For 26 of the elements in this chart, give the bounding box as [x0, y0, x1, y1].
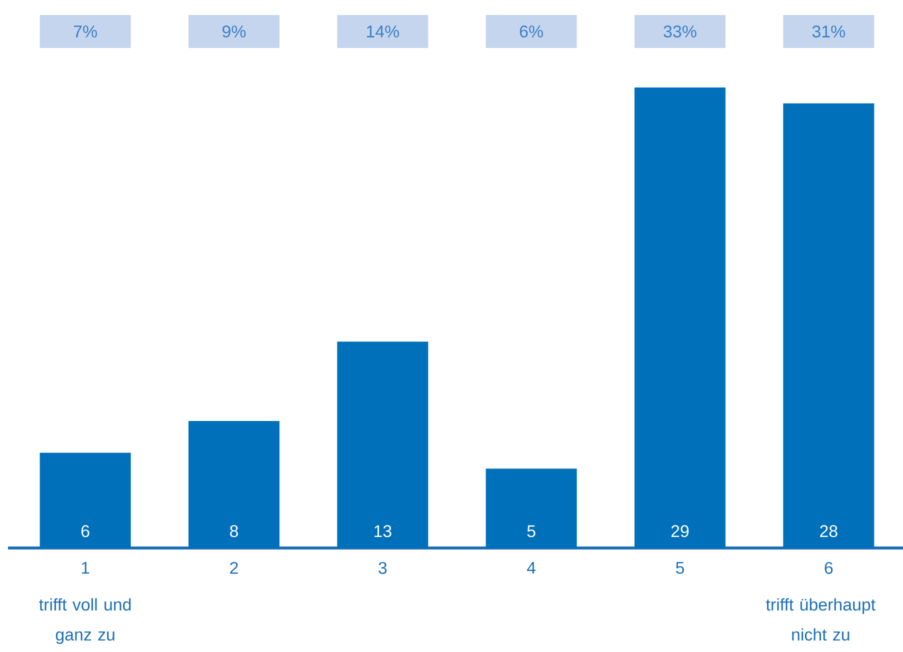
x-tick-label: 4: [527, 562, 536, 574]
data-label: 13: [374, 525, 392, 538]
data-label: 8: [230, 525, 238, 538]
text: 31%: [812, 25, 846, 38]
bar: [634, 87, 726, 548]
x-tick-label: 2: [230, 562, 238, 574]
bar: [40, 452, 131, 548]
x-tick-label: 5: [676, 562, 684, 574]
bar: [337, 342, 428, 548]
text: 6%: [520, 25, 543, 38]
text: 9%: [222, 25, 246, 38]
data-label: 6: [81, 525, 90, 538]
text: trifft überhaupt nicht zu: [766, 598, 876, 641]
text: 33%: [664, 25, 696, 38]
data-label: 29: [671, 525, 689, 538]
bar: [486, 468, 577, 548]
data-label: 28: [820, 525, 838, 538]
text: trifft voll und ganz zu: [39, 598, 131, 644]
text: 14%: [367, 26, 399, 38]
x-tick-label: 6: [824, 562, 833, 574]
x-tick-label: 1: [82, 562, 90, 574]
text: 7%: [74, 26, 97, 38]
bar: [783, 103, 874, 548]
x-tick-label: 3: [378, 562, 387, 574]
bar: [188, 420, 280, 548]
data-label: 5: [527, 525, 536, 538]
